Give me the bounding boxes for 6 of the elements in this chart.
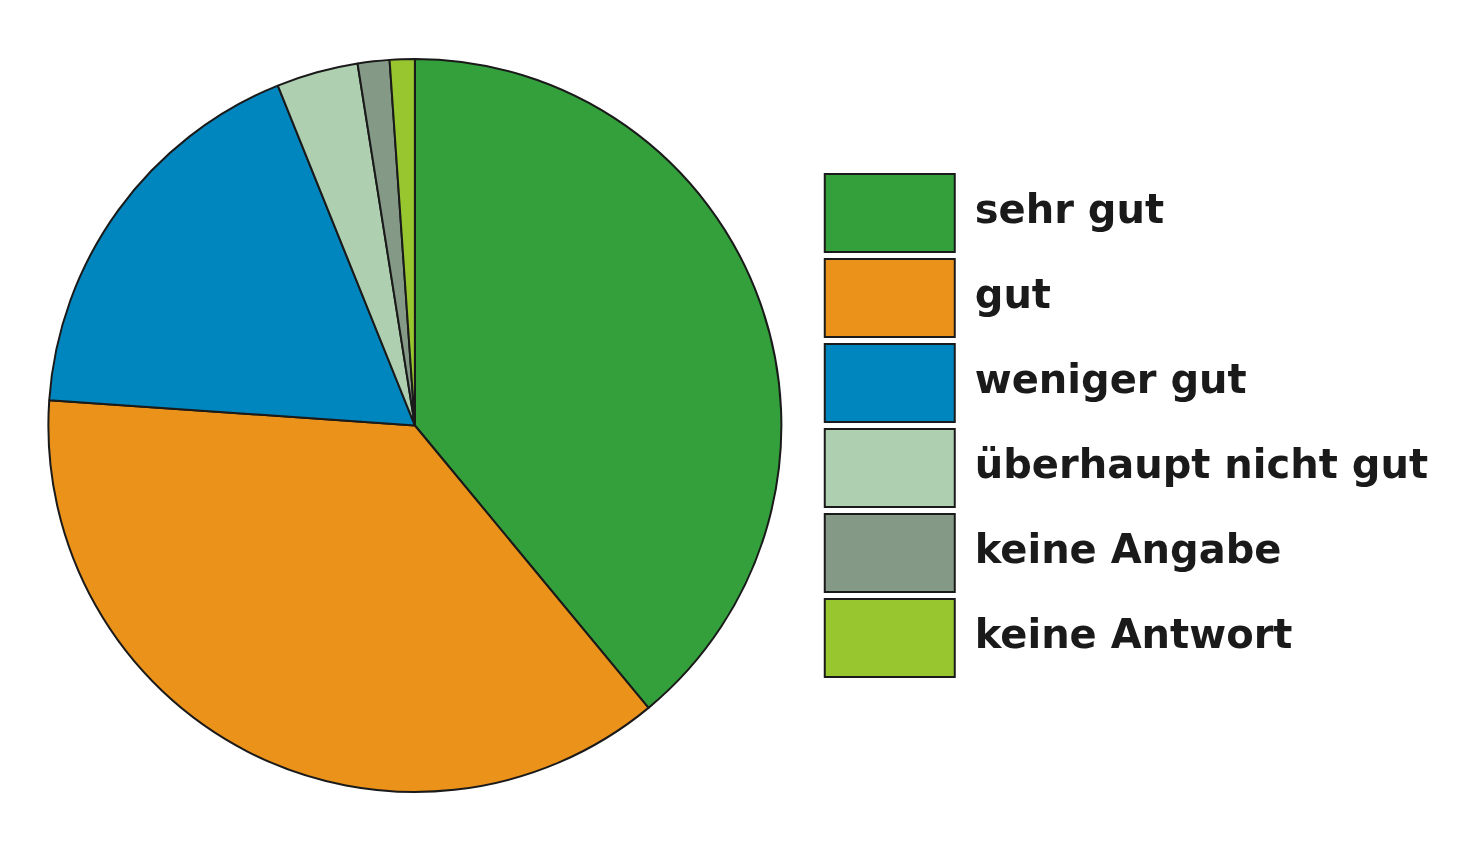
legend-label: keine Antwort bbox=[974, 611, 1293, 658]
legend-label: gut bbox=[974, 271, 1051, 318]
legend-label: keine Angabe bbox=[974, 526, 1282, 573]
legend-label: sehr gut bbox=[974, 186, 1165, 233]
legend-label: überhaupt nicht gut bbox=[974, 441, 1429, 488]
legend-label: weniger gut bbox=[974, 356, 1247, 403]
